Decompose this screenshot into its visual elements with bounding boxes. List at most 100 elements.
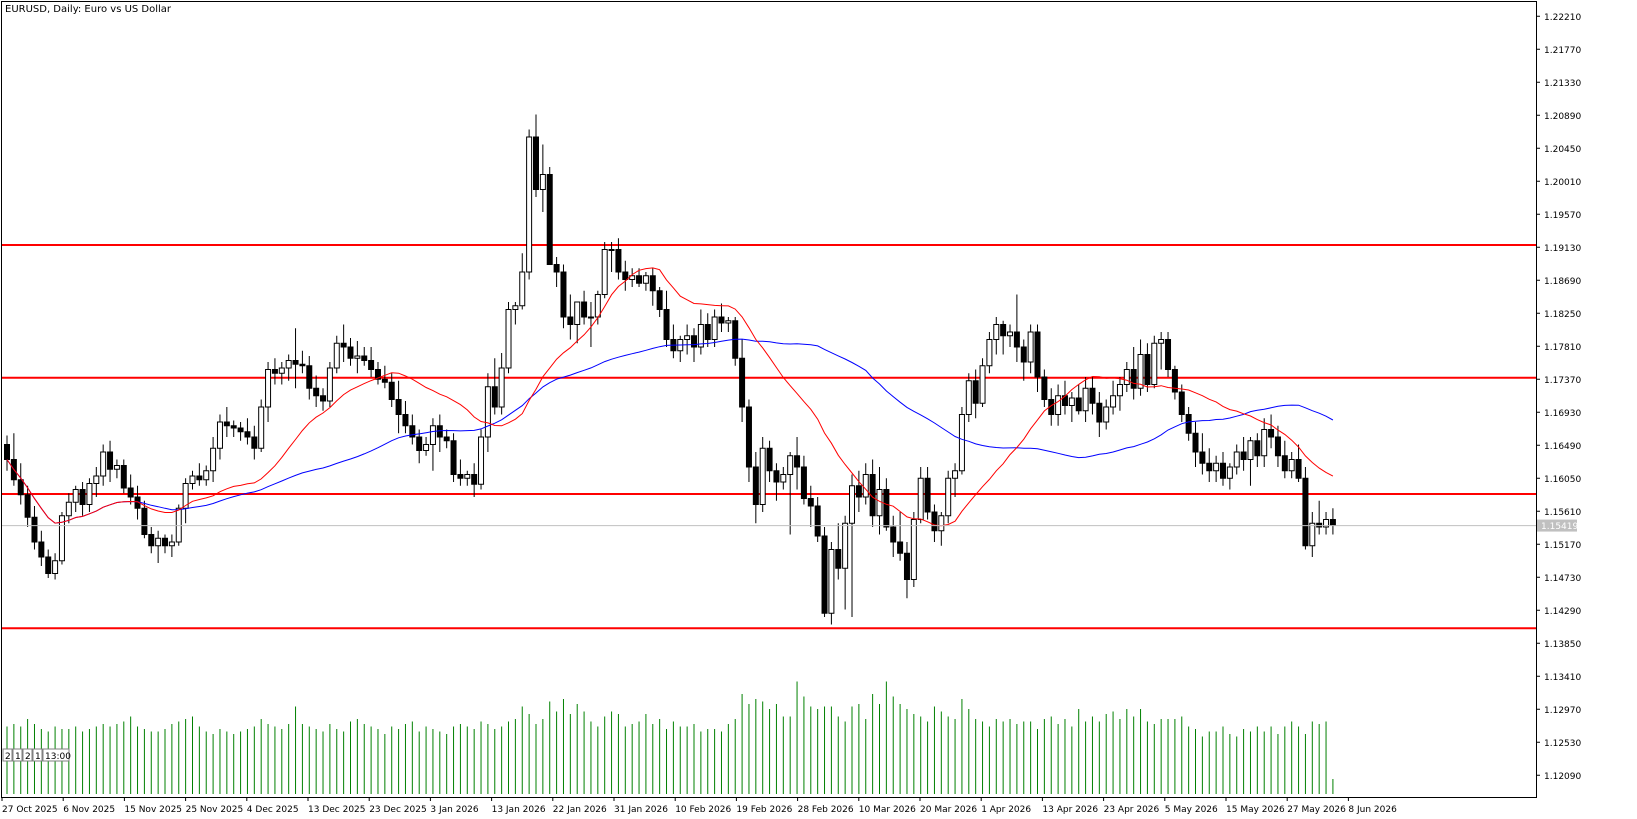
candle	[210, 437, 217, 482]
candle-body	[24, 494, 31, 518]
candle	[1123, 362, 1130, 392]
y-tick-label: 1.12090	[1544, 772, 1581, 782]
candle-body	[1247, 440, 1254, 460]
candle-body	[326, 367, 333, 402]
y-tick-label: 1.17370	[1544, 376, 1581, 386]
candle	[752, 452, 759, 524]
candle-body	[938, 515, 945, 532]
candle-body	[1110, 395, 1117, 408]
candle-body	[443, 436, 450, 442]
candle-body	[409, 425, 416, 438]
candle	[958, 407, 965, 475]
candle-body	[395, 399, 402, 415]
candle-body	[876, 489, 883, 517]
candle	[1082, 377, 1089, 422]
candle	[1192, 422, 1199, 467]
candle-body	[1178, 391, 1185, 415]
y-tick-label: 1.18690	[1544, 277, 1581, 287]
candle-body	[622, 271, 629, 280]
candle-body	[1151, 342, 1158, 385]
candle-body	[574, 301, 581, 325]
candle	[663, 290, 670, 347]
candle	[1323, 512, 1330, 535]
moving-averages	[6, 267, 1334, 527]
candle-body	[924, 477, 931, 513]
candle-body	[498, 367, 505, 408]
candle-body	[237, 427, 244, 433]
candle-body	[663, 309, 670, 340]
candle-body	[1137, 354, 1144, 389]
candle	[505, 302, 512, 374]
candle	[780, 467, 787, 490]
candle-body	[65, 501, 72, 517]
candle-body	[581, 301, 588, 318]
candle-body	[1034, 331, 1041, 378]
candle-body	[725, 320, 732, 324]
timeframe-badge-text: 2	[5, 752, 11, 762]
candle-body	[684, 335, 691, 340]
candle-body	[1192, 432, 1199, 453]
candle	[1151, 335, 1158, 389]
candle-body	[1274, 436, 1281, 457]
candle-body	[1213, 462, 1220, 472]
candle	[972, 369, 979, 419]
candle	[223, 407, 230, 437]
candle-body	[478, 436, 485, 485]
candle-body	[1281, 455, 1288, 472]
candle-body	[107, 451, 114, 470]
candle	[52, 553, 59, 580]
candle	[1158, 332, 1165, 370]
candle-body	[794, 455, 801, 468]
candle	[587, 302, 594, 347]
candle	[306, 356, 313, 400]
x-tick-label: 10 Mar 2026	[859, 805, 916, 815]
candle-body	[615, 249, 622, 273]
candle	[189, 470, 196, 490]
candle	[1281, 440, 1288, 479]
candle-body	[587, 316, 594, 319]
candle-body	[168, 541, 175, 547]
candle-body	[691, 335, 697, 348]
candle	[821, 527, 828, 617]
candle	[1075, 384, 1082, 415]
candle	[773, 463, 780, 501]
candle-body	[965, 380, 972, 415]
candle	[855, 470, 862, 512]
candle	[72, 485, 79, 512]
candle-body	[519, 271, 526, 307]
candle	[1288, 452, 1295, 479]
candle	[1302, 467, 1309, 550]
candle	[1247, 437, 1254, 486]
candle	[574, 301, 581, 344]
x-tick-label: 19 Feb 2026	[736, 805, 792, 815]
timeframe-badge-cell	[32, 748, 43, 762]
x-tick-label: 25 Nov 2025	[186, 805, 244, 815]
candle-body	[952, 470, 959, 479]
x-tick-label: 5 May 2026	[1165, 805, 1218, 815]
candle	[38, 530, 45, 566]
candle	[1096, 392, 1103, 437]
candle	[271, 358, 278, 385]
current-price-badge	[1537, 519, 1577, 532]
candle	[443, 429, 450, 449]
x-tick-label: 8 Jun 2026	[1348, 805, 1397, 815]
x-tick-label: 13 Dec 2025	[308, 805, 366, 815]
candle	[265, 362, 272, 422]
candle-body	[1075, 397, 1082, 412]
candle-body	[388, 381, 395, 400]
x-tick-label: 23 Apr 2026	[1104, 805, 1160, 815]
candle-body	[299, 363, 306, 367]
candle-body	[162, 537, 169, 547]
candle-body	[890, 526, 897, 543]
candle	[842, 515, 849, 610]
candle-body	[1096, 402, 1103, 423]
candle-body	[471, 474, 478, 485]
current-price-label: 1.15419	[1541, 522, 1578, 532]
candle-body	[636, 275, 643, 284]
candle	[1130, 347, 1137, 400]
candle-body	[993, 324, 1000, 340]
candle-body	[718, 316, 725, 324]
candle	[285, 354, 292, 381]
y-tick-label: 1.16930	[1544, 409, 1581, 419]
